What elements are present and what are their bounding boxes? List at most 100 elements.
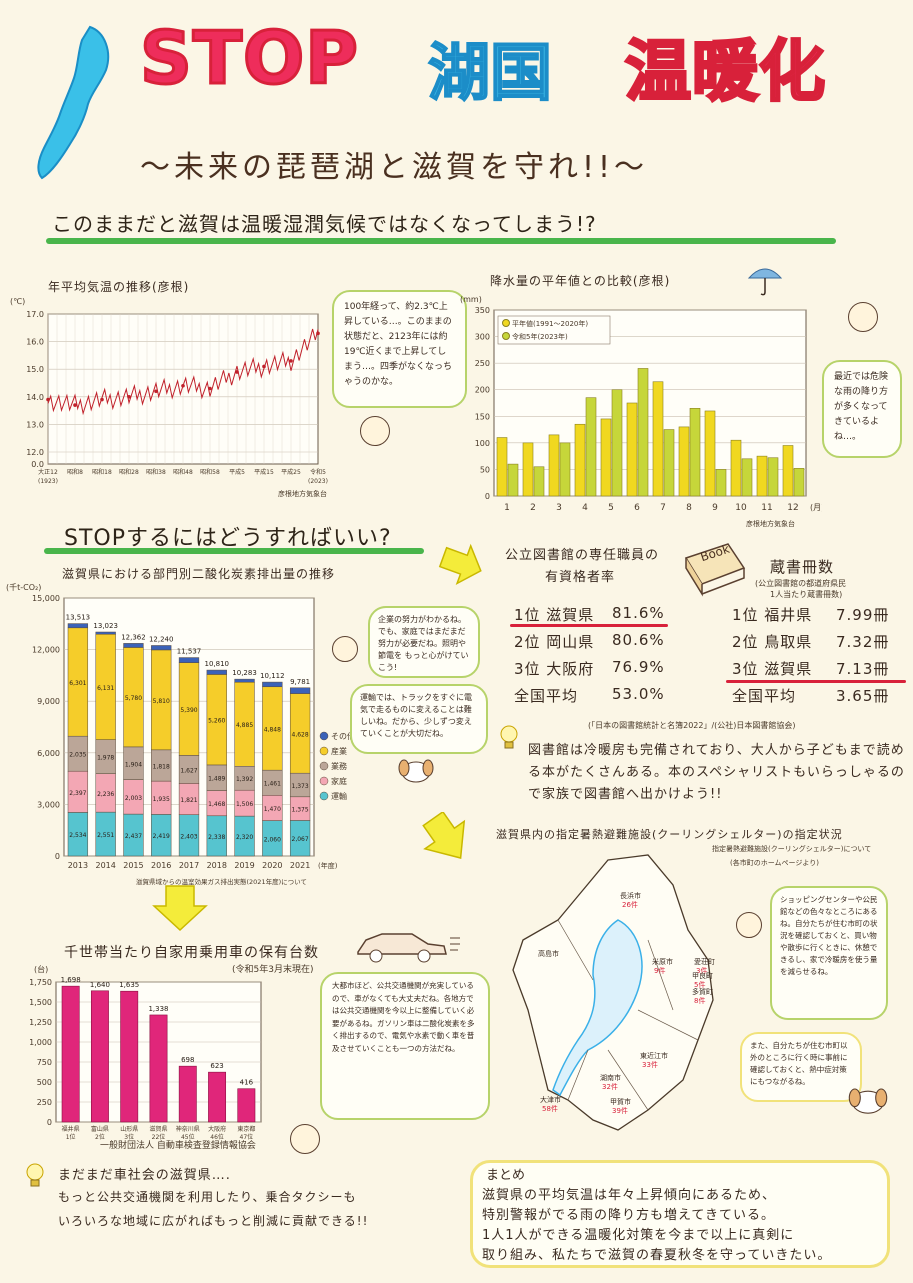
rain-bar	[782, 445, 794, 497]
co2-total-label: 11,537	[177, 648, 202, 656]
temp-xtick: 平成25	[281, 468, 301, 476]
library-rank-label: 2位 岡山県	[514, 633, 595, 651]
car-ytick: 750	[37, 1058, 52, 1067]
car-rank: 3位	[124, 1133, 134, 1141]
temp-data-point	[127, 395, 131, 399]
co2-segment-label: 2,551	[97, 832, 114, 839]
rain-bar	[767, 457, 779, 497]
co2-segment-label: 1,392	[236, 776, 253, 783]
rain-bar	[704, 410, 716, 497]
temp-x-first-year: (1923)	[38, 478, 58, 485]
library-text: 図書館は冷暖房も完備されており、大人から子どもまで読める本がたくさんある。本のス…	[528, 743, 905, 802]
co2-segment-label: 2,403	[180, 833, 197, 840]
co2-source: 滋賀県域からの温室効果ガス排出実態(2021年度)について	[136, 877, 307, 886]
temp-xtick: 昭和58	[200, 468, 220, 476]
rain-unit: (mm)	[460, 295, 482, 304]
dog-icon	[398, 759, 434, 783]
rain-bar	[548, 434, 560, 497]
car-bar	[178, 1065, 197, 1123]
co2-segment-label: 1,904	[125, 761, 142, 768]
car-rank: 46位	[210, 1133, 224, 1141]
temp-data-point	[262, 364, 266, 369]
co2-ytick: 0	[55, 852, 60, 861]
temp-chart-title: 年平均気温の推移(彦根)	[48, 280, 190, 294]
temp-data-point	[100, 397, 104, 402]
rain-xtick: 10	[735, 503, 747, 513]
temp-data-point	[208, 386, 212, 391]
child-face-icon-2	[848, 302, 878, 332]
lead-underline	[46, 238, 836, 244]
rain-ytick: 250	[475, 359, 490, 368]
rain-bar	[652, 381, 664, 497]
co2-legend-label: その他	[331, 731, 355, 741]
rain-xtick: 9	[712, 503, 718, 513]
co2-bubble-1: 企業の努力がわかるね。でも、家庭ではまだまだ努力が必要だね。照明や節電を もっと…	[368, 606, 480, 678]
shiga-map	[512, 854, 714, 1131]
stop-underline	[44, 548, 424, 554]
co2-year-unit: (年度)	[318, 861, 338, 870]
co2-total-label: 9,781	[290, 678, 310, 686]
co2-segment-label: 1,489	[208, 776, 225, 783]
co2-legend-swatch	[319, 746, 329, 756]
car-bar	[61, 985, 80, 1123]
library-rank-label: 3位 大阪府	[514, 660, 595, 678]
car-rank: 1位	[66, 1133, 76, 1141]
co2-total-label: 10,283	[232, 669, 257, 677]
car-ytick: 1,250	[29, 1018, 52, 1027]
book-highlight-underline	[726, 680, 906, 683]
co2-segment-label: 2,236	[97, 791, 114, 798]
temp-data-point	[154, 389, 158, 394]
temp-ytick: 15.0	[26, 365, 44, 374]
car-xtick: 滋賀県	[149, 1125, 167, 1133]
map-town-name: 甲良町	[692, 972, 713, 980]
rain-bar	[715, 469, 727, 497]
lightbulb-icon-2	[26, 1163, 44, 1187]
rain-ytick: 200	[475, 386, 490, 395]
car-bar	[208, 1071, 227, 1123]
car-bar	[237, 1088, 256, 1123]
rain-ytick: 100	[475, 439, 490, 448]
rain-xtick: 6	[634, 503, 640, 513]
arrow-right-icon	[438, 543, 482, 586]
rain-ytick: 150	[475, 412, 490, 421]
rain-bar	[600, 418, 612, 497]
map-town-name: 米原市	[652, 958, 673, 966]
rain-bar	[522, 442, 534, 497]
temp-unit: (℃)	[10, 297, 25, 306]
child-face-icon	[360, 416, 390, 446]
co2-segment-label: 5,810	[153, 698, 170, 705]
car-bar-label: 416	[240, 1079, 254, 1087]
temp-xtick: 昭和8	[67, 468, 83, 476]
rain-xtick: 7	[660, 503, 666, 513]
title-lake-country: 湖国	[427, 35, 553, 110]
map-town-name: 湖南市	[600, 1074, 621, 1082]
library-head-1: 公立図書館の専任職員の	[505, 548, 660, 563]
car-ytick: 1,000	[29, 1038, 52, 1047]
temp-source: 彦根地方気象台	[278, 489, 327, 498]
book-rank-label: 3位 滋賀県	[732, 660, 813, 678]
map-town-name: 高島市	[538, 950, 559, 958]
rain-bar	[574, 423, 586, 497]
co2-segment-label: 1,468	[208, 801, 225, 808]
temp-xtick: 平成15	[254, 468, 274, 476]
co2-segment-label: 1,461	[264, 781, 281, 788]
library-rank-value: 76.9%	[612, 658, 665, 676]
rain-xtick: 5	[608, 503, 614, 513]
car-icon	[357, 933, 460, 963]
rain-ytick: 350	[475, 306, 490, 315]
co2-chart: (千t-CO₂) 15,000 12,000 9,000 6,000 3,000 0 2,53…	[6, 582, 355, 886]
co2-segment-label: 6,301	[69, 680, 86, 687]
rain-bubble: 最近では危険な雨の降り方が多くなってきているよね…。	[822, 360, 902, 458]
car-ytick: 1,750	[29, 978, 52, 987]
rain-legend-box	[497, 315, 611, 345]
shelter-bubble-1: ショッピングセンターや公民館などの色々なところにあるね。自分たちが住む市町の状況…	[770, 886, 888, 1020]
co2-segment-label: 2,419	[153, 833, 170, 840]
temp-data-point	[181, 383, 185, 388]
temp-x-last-year: (2023)	[308, 478, 328, 485]
co2-legend-label: 運輸	[331, 791, 347, 801]
title-stop: STOP	[139, 15, 360, 102]
temp-ytick: 16.0	[26, 338, 44, 347]
library-rank-value: 53.0%	[612, 685, 665, 703]
map-town-count: 33件	[642, 1061, 658, 1069]
